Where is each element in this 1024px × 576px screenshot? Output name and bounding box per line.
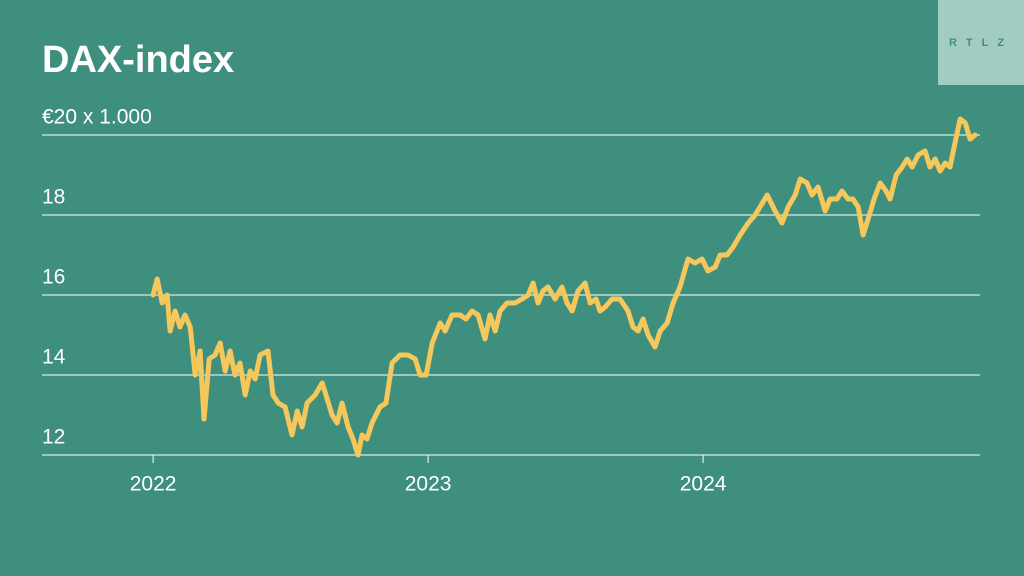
y-tick-label: €20 x 1.000 bbox=[42, 106, 152, 129]
y-tick-label: 16 bbox=[42, 266, 65, 289]
logo-box bbox=[938, 0, 1024, 85]
logo: RTLZ bbox=[949, 37, 1013, 49]
x-tick-label: 2023 bbox=[405, 473, 452, 496]
y-tick-label: 18 bbox=[42, 186, 65, 209]
y-tick-label: 14 bbox=[42, 346, 66, 369]
x-tick-label: 2024 bbox=[680, 473, 727, 496]
data-line bbox=[150, 116, 978, 458]
chart-title: DAX-index bbox=[42, 39, 234, 81]
y-tick-label: 12 bbox=[42, 426, 65, 449]
x-tick-label: 2022 bbox=[130, 473, 177, 496]
